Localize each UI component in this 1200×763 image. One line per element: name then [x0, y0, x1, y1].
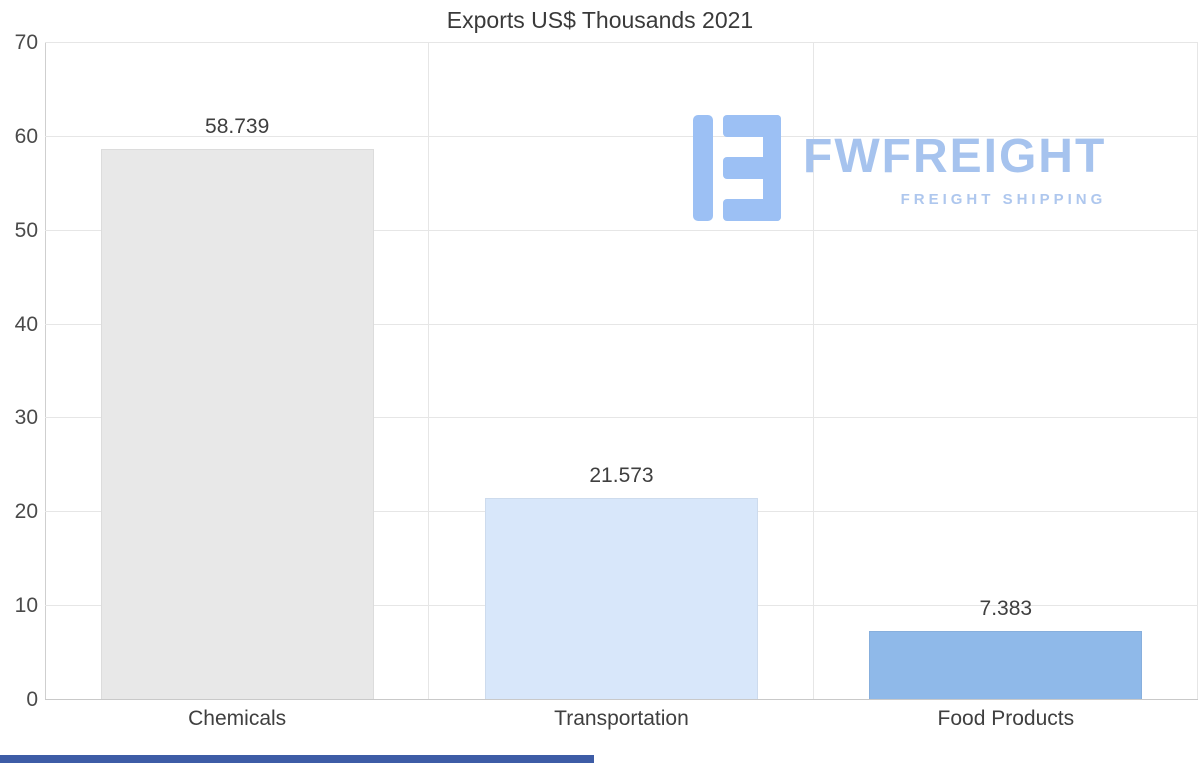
gridline-horizontal: [45, 229, 1198, 231]
y-axis-line: [45, 43, 46, 700]
bar-chemicals: [100, 148, 374, 700]
chart-title: Exports US$ Thousands 2021: [446, 7, 754, 33]
y-tick-label: 40: [14, 312, 38, 336]
brand-name: FWFREIGHT: [803, 130, 1107, 183]
x-axis-line: [45, 699, 1198, 700]
freight-logo-text: FWFREIGHT FREIGHT SHIPPING: [803, 107, 1107, 209]
gridline-horizontal: [45, 417, 1198, 419]
y-tick-label: 50: [14, 218, 38, 242]
x-axis-label-transportation: Transportation: [554, 707, 689, 730]
plot-area: FWFREIGHT FREIGHT SHIPPING 58.739 21.573 7…: [45, 42, 1198, 700]
x-axis-label-chemicals: Chemicals: [188, 707, 287, 730]
brand-tagline: FREIGHT SHIPPING: [900, 191, 1107, 208]
x-axis-label-food-products: Food Products: [937, 707, 1075, 730]
bar-food-products: [869, 630, 1143, 700]
y-tick-label: 70: [14, 31, 38, 54]
y-tick-label: 10: [14, 594, 38, 618]
bar-column-chemicals: 58.739: [45, 43, 429, 700]
brand-watermark: FWFREIGHT FREIGHT SHIPPING: [693, 107, 1106, 229]
bar-value-label-chemicals: 58.739: [205, 114, 270, 138]
gridline-horizontal: [45, 323, 1198, 325]
y-tick-label: 30: [14, 406, 38, 430]
x-axis: Chemicals Transportation Food Products: [45, 707, 1198, 731]
y-tick-label: 60: [14, 124, 38, 148]
bottom-strip: [0, 755, 594, 763]
gridline-horizontal: [45, 42, 1198, 43]
y-tick-label: 20: [14, 500, 38, 524]
y-axis: 0 10 20 30 40 50 60 70: [0, 31, 38, 711]
y-tick-label: 0: [26, 688, 38, 711]
bar-value-label-transportation: 21.573: [589, 463, 654, 487]
bar-column-food-products: 7.383: [814, 43, 1198, 700]
gridline-vertical: [1197, 43, 1198, 700]
bar-column-transportation: 21.573: [429, 43, 813, 700]
freight-logo-icon: [693, 115, 781, 221]
gridline-horizontal: [45, 135, 1198, 137]
gridline-vertical: [812, 43, 814, 700]
gridline-vertical: [428, 43, 430, 700]
bar-value-label-food-products: 7.383: [979, 596, 1033, 620]
bar-transportation: [485, 497, 758, 700]
